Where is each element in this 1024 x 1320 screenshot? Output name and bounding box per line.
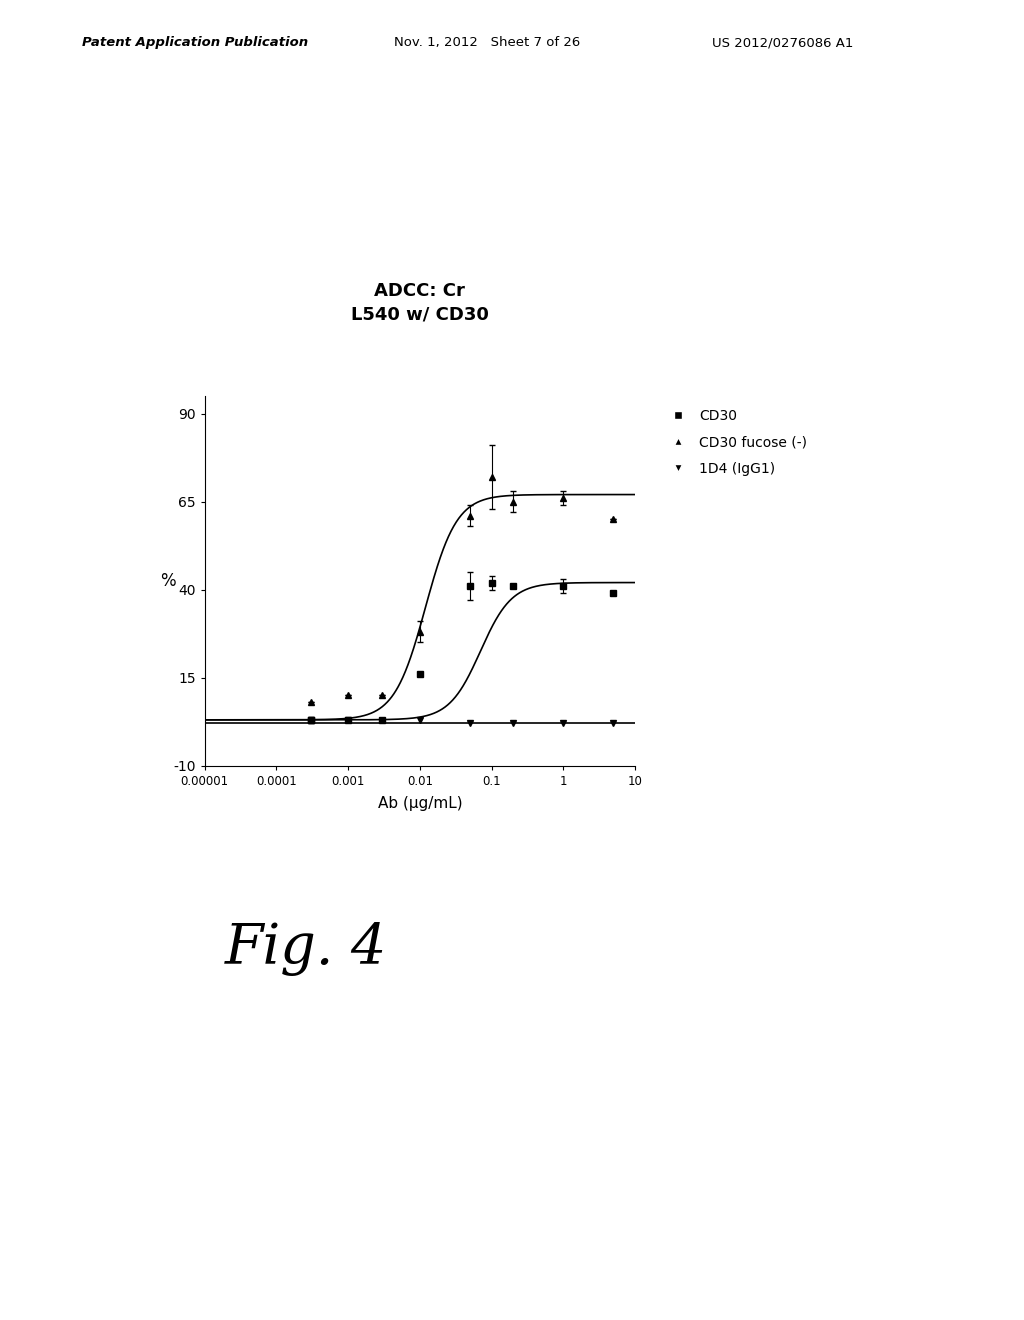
Text: Patent Application Publication: Patent Application Publication [82, 36, 308, 49]
Y-axis label: %: % [160, 572, 175, 590]
Text: Nov. 1, 2012   Sheet 7 of 26: Nov. 1, 2012 Sheet 7 of 26 [394, 36, 581, 49]
X-axis label: Ab (μg/mL): Ab (μg/mL) [378, 796, 462, 810]
Text: US 2012/0276086 A1: US 2012/0276086 A1 [712, 36, 853, 49]
Text: ADCC: Cr
L540 w/ CD30: ADCC: Cr L540 w/ CD30 [351, 281, 488, 323]
Legend: CD30, CD30 fucose (-), 1D4 (IgG1): CD30, CD30 fucose (-), 1D4 (IgG1) [659, 403, 813, 480]
Text: Fig. 4: Fig. 4 [225, 921, 387, 975]
